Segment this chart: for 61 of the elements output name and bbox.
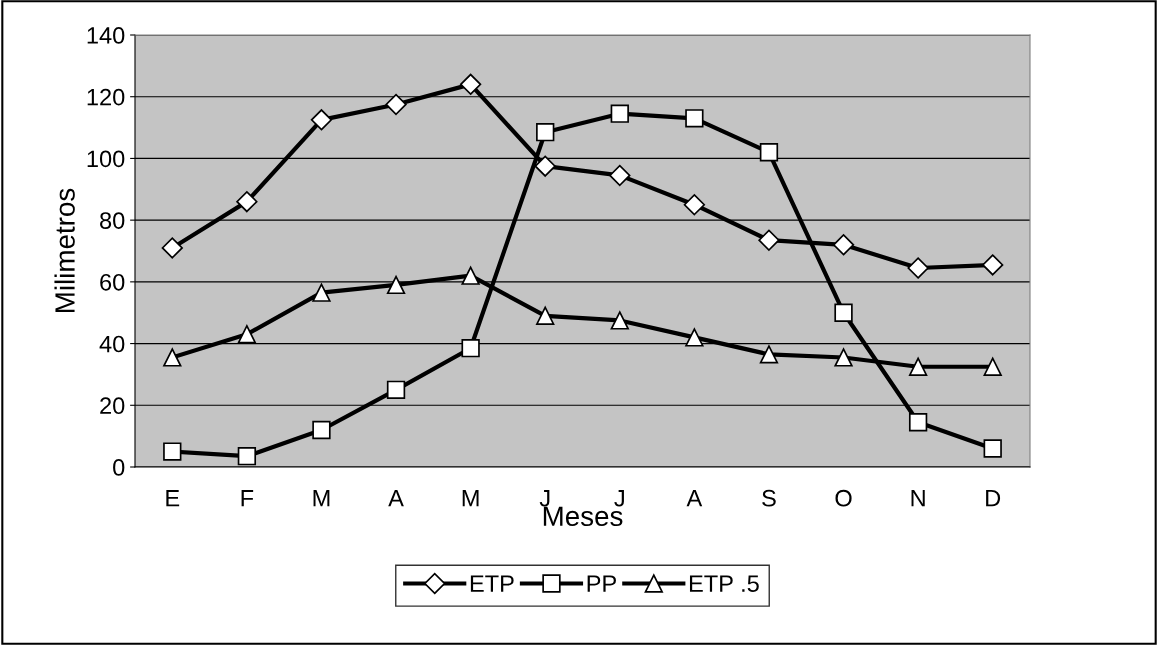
point <box>236 190 258 213</box>
point <box>237 325 257 344</box>
point <box>536 123 555 142</box>
x-tick-label: N <box>911 490 925 507</box>
x-tick-label: O <box>835 489 852 507</box>
point <box>163 348 182 367</box>
point <box>534 155 556 177</box>
x-tick-label: S <box>762 489 776 507</box>
x-tick-label: A <box>388 490 404 507</box>
point <box>834 348 853 367</box>
point <box>385 93 407 116</box>
point <box>459 73 482 96</box>
y-tick-label: 140 <box>87 27 125 44</box>
legend-label: ETP <box>470 575 514 592</box>
y-tick-label: 80 <box>100 212 125 229</box>
point <box>312 283 331 302</box>
x-tick-label: A <box>686 490 703 507</box>
legend-label: PP <box>587 575 616 592</box>
point <box>610 104 629 123</box>
x-axis-title: Meses <box>543 506 623 527</box>
x-tick-label: M <box>462 490 479 507</box>
point <box>386 275 406 295</box>
y-tick-label: 120 <box>87 88 125 106</box>
point <box>908 413 928 432</box>
point <box>685 328 704 347</box>
y-tick-label: 100 <box>87 150 125 168</box>
point <box>758 229 780 251</box>
point <box>609 164 631 187</box>
point <box>386 380 406 400</box>
point <box>834 303 853 322</box>
point <box>237 447 257 466</box>
x-tick-label: D <box>986 490 1001 507</box>
point <box>461 339 480 358</box>
point <box>759 345 779 364</box>
x-tick-label: J <box>539 490 550 507</box>
point <box>163 442 182 461</box>
point <box>461 266 480 285</box>
point <box>685 109 704 128</box>
y-tick-label: 40 <box>99 335 125 353</box>
legend-label: ETP .5 <box>689 575 759 592</box>
point <box>907 257 929 279</box>
y-tick-label: 60 <box>100 273 125 291</box>
y-axis-title: Milimetros <box>54 188 75 312</box>
point <box>536 306 555 325</box>
point <box>982 254 1004 276</box>
y-tick-label: 20 <box>100 397 125 415</box>
y-tick-label: 0 <box>113 459 125 476</box>
point <box>983 357 1002 376</box>
point <box>908 357 928 376</box>
point <box>310 109 333 131</box>
point <box>983 439 1002 458</box>
x-tick-label: E <box>166 490 180 507</box>
point <box>610 311 629 330</box>
point <box>759 143 779 162</box>
point <box>161 237 183 259</box>
point <box>683 194 706 216</box>
x-tick-label: M <box>313 490 330 507</box>
x-tick-label: F <box>241 490 254 507</box>
point <box>312 420 331 440</box>
x-tick-label: J <box>614 490 624 507</box>
point <box>832 234 855 256</box>
